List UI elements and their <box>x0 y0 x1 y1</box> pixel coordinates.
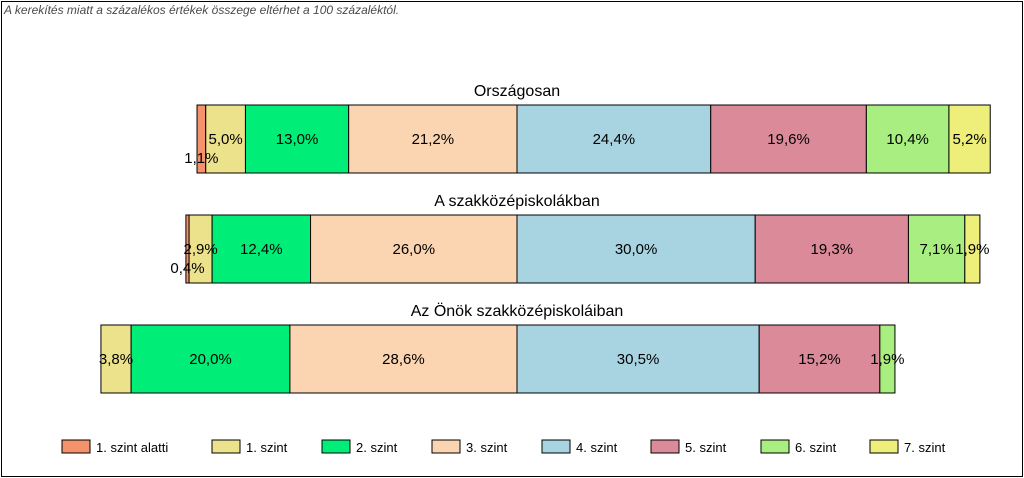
data-label-0-6: 10,4% <box>886 131 929 148</box>
bar-title-1: A szakközépiskolákban <box>434 193 599 210</box>
data-label-1-4: 30,0% <box>615 241 658 258</box>
data-label-1-6: 7,1% <box>920 241 954 258</box>
legend-swatch-3 <box>431 439 461 454</box>
legend-label-6: 6. szint <box>795 440 837 455</box>
legend-label-0: 1. szint alatti <box>96 440 168 455</box>
bar-segment-1-4 <box>516 214 756 284</box>
rounding-note: A kerekítés miatt a százalékos értékek ö… <box>4 3 400 17</box>
bar-segment-0-4 <box>516 104 712 174</box>
legend-label-4: 4. szint <box>576 440 618 455</box>
legend-swatch-0 <box>61 439 91 454</box>
legend-swatch-5 <box>650 439 680 454</box>
data-label-0-3: 21,2% <box>412 131 455 148</box>
bar-segment-0-1 <box>205 104 246 174</box>
bar-title-2: Az Önök szakközépiskoláiban <box>411 302 624 320</box>
data-label-2-1: 3,8% <box>99 351 133 368</box>
bar-segment-2-2 <box>130 324 291 394</box>
data-label-2-5: 15,2% <box>798 351 841 368</box>
bar-segment-0-7 <box>948 104 991 174</box>
data-label-1-2: 12,4% <box>240 241 283 258</box>
bar-segment-2-5 <box>758 324 881 394</box>
bar-segment-2-4 <box>516 324 760 394</box>
legend-swatch-2 <box>321 439 351 454</box>
legend-swatch-1 <box>211 439 241 454</box>
legend-swatch-6 <box>760 439 790 454</box>
data-label-2-3: 28,6% <box>382 351 425 368</box>
bar-segment-2-6 <box>879 324 896 394</box>
data-label-2-4: 30,5% <box>617 351 660 368</box>
bar-segment-0-3 <box>348 104 518 174</box>
legend-label-7: 7. szint <box>904 440 946 455</box>
data-label-1-0: 0,4% <box>170 260 204 277</box>
bar-segment-1-3 <box>310 214 518 284</box>
bar-segment-1-6 <box>907 214 966 284</box>
data-label-0-4: 24,4% <box>593 131 636 148</box>
data-label-1-5: 19,3% <box>811 241 854 258</box>
legend-swatch-7 <box>869 439 899 454</box>
legend-label-3: 3. szint <box>466 440 508 455</box>
legend-label-5: 5. szint <box>685 440 727 455</box>
data-label-0-0: 1,1% <box>184 150 218 167</box>
data-label-0-7: 5,2% <box>952 131 986 148</box>
data-label-0-2: 13,0% <box>276 131 319 148</box>
data-label-2-2: 20,0% <box>189 351 232 368</box>
data-label-2-6: 1,9% <box>870 351 904 368</box>
data-label-1-3: 26,0% <box>393 241 436 258</box>
bar-segment-0-6 <box>865 104 950 174</box>
legend-swatch-4 <box>541 439 571 454</box>
bar-segment-1-7 <box>964 214 981 284</box>
data-label-0-5: 19,6% <box>767 131 810 148</box>
legend-label-1: 1. szint <box>246 440 288 455</box>
data-label-1-7: 1,9% <box>955 241 989 258</box>
data-label-1-1: 2,9% <box>183 241 217 258</box>
bar-segment-2-3 <box>289 324 518 394</box>
data-label-0-1: 5,0% <box>209 131 243 148</box>
legend-label-2: 2. szint <box>356 440 398 455</box>
bar-segment-1-2 <box>211 214 312 284</box>
bar-segment-2-1 <box>100 324 132 394</box>
bar-title-0: Országosan <box>474 83 560 100</box>
bar-segment-0-5 <box>710 104 867 174</box>
